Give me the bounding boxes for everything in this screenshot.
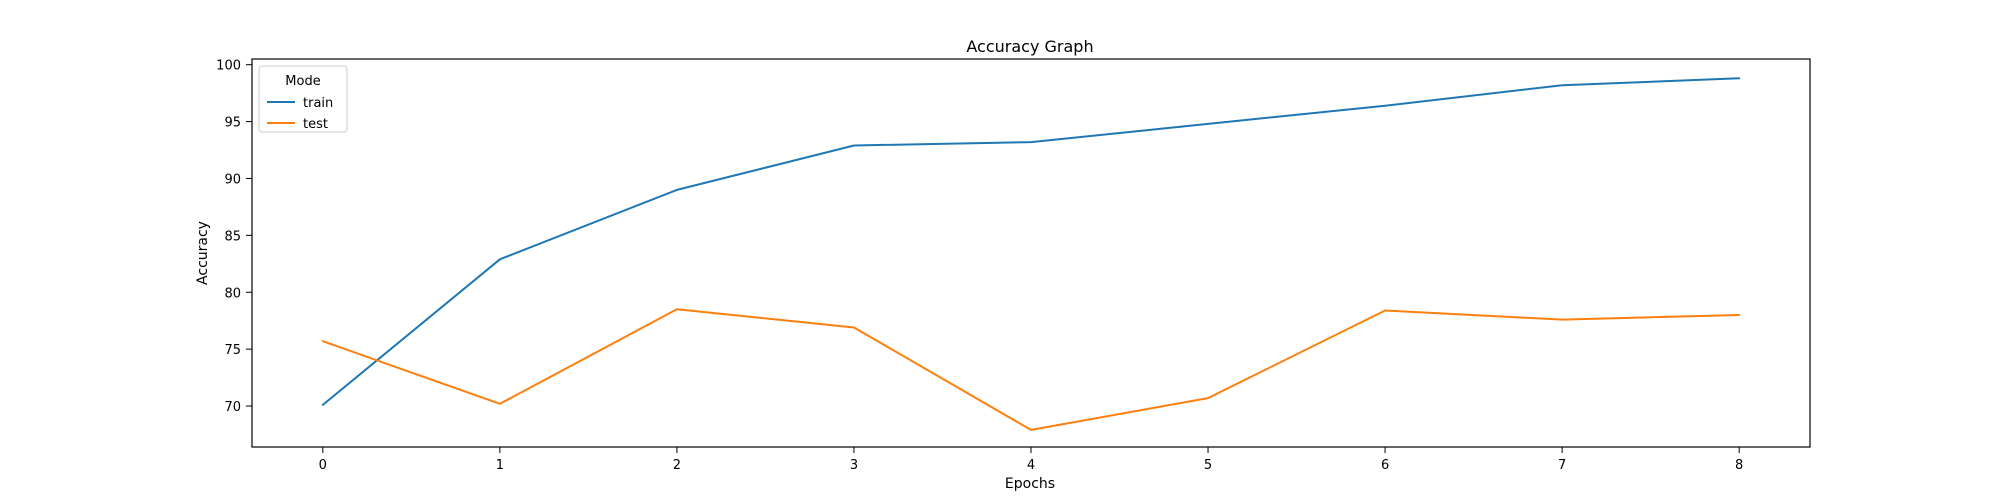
- data-point-train: [499, 258, 501, 260]
- x-axis-title: Epochs: [1005, 476, 1055, 492]
- data-point-test: [1384, 309, 1386, 311]
- legend-label-train: train: [303, 96, 333, 111]
- data-point-train: [1738, 77, 1740, 79]
- legend: Mode train test: [258, 65, 348, 133]
- chart-title: Accuracy Graph: [966, 37, 1093, 56]
- y-tick-label: 75: [224, 343, 241, 358]
- data-point-test: [322, 340, 324, 342]
- x-tick-label: 1: [496, 458, 504, 473]
- y-tick-label: 70: [224, 400, 241, 415]
- y-axis-title: Accuracy: [195, 221, 211, 285]
- x-tick-label: 2: [673, 458, 681, 473]
- data-point-train: [853, 144, 855, 146]
- data-point-train: [1384, 105, 1386, 107]
- x-tick-label: 3: [850, 458, 858, 473]
- x-tick-label: 4: [1027, 458, 1035, 473]
- data-point-test: [676, 308, 678, 310]
- y-tick-label: 95: [224, 116, 241, 131]
- y-tick-label: 80: [224, 286, 241, 301]
- y-tick-label: 90: [224, 172, 241, 187]
- data-point-train: [1207, 123, 1209, 125]
- x-tick-label: 7: [1558, 458, 1566, 473]
- data-point-train: [1030, 141, 1032, 143]
- legend-box: [258, 65, 348, 133]
- data-point-test: [499, 403, 501, 405]
- data-point-train: [676, 189, 678, 191]
- x-tick-label: 6: [1381, 458, 1389, 473]
- data-point-test: [1030, 429, 1032, 431]
- x-tick-label: 5: [1204, 458, 1212, 473]
- series-line-test: [321, 308, 1741, 431]
- data-point-test: [1561, 319, 1563, 321]
- data-point-train: [1561, 84, 1563, 86]
- series-line-train: [321, 77, 1741, 406]
- data-point-test: [1738, 314, 1740, 316]
- legend-label-test: test: [303, 117, 328, 132]
- data-point-test: [1207, 397, 1209, 399]
- y-tick-label: 100: [216, 59, 241, 74]
- y-tick-label: 85: [224, 229, 241, 244]
- x-tick-label: 8: [1735, 458, 1743, 473]
- x-tick-label: 0: [319, 458, 327, 473]
- data-point-train: [322, 404, 324, 406]
- legend-title: Mode: [285, 74, 320, 89]
- data-point-test: [853, 327, 855, 329]
- plot-area: 0 1 2 3 4 5 6 7 8 70 75 80 85 90 95 100 Mode train test: [216, 58, 1811, 473]
